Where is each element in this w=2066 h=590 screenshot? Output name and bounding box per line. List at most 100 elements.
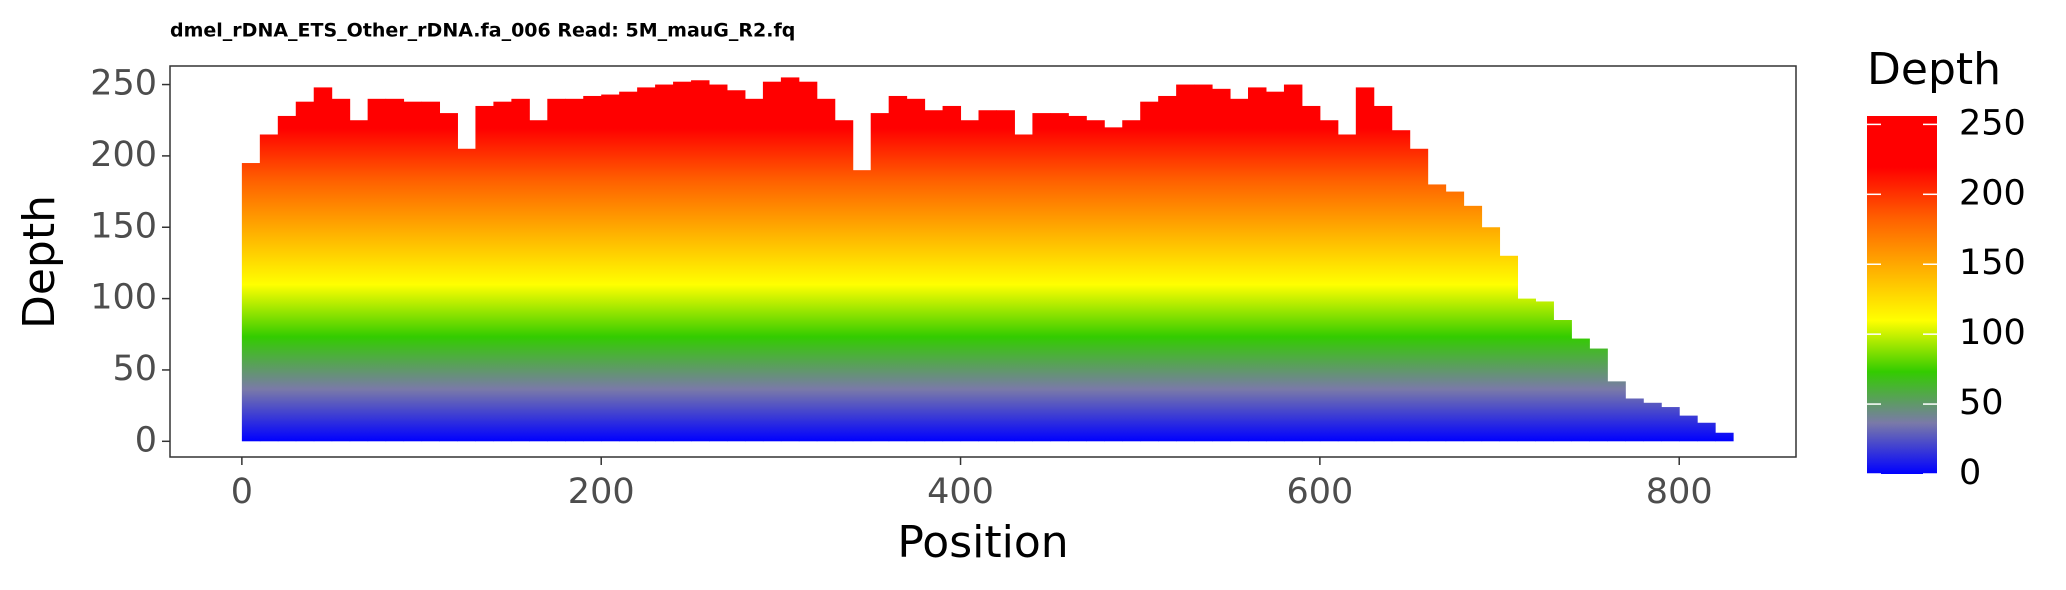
bar [1499,255,1519,442]
bar [1122,120,1141,442]
colorbar-label: 200 [1959,173,2026,213]
y-tick-label: 200 [90,135,157,175]
bar [1553,320,1572,442]
x-axis-title: Position [897,517,1068,568]
bar [816,98,836,442]
bar [1679,415,1698,442]
bar [313,87,333,442]
bar [277,115,297,442]
bar [583,95,602,442]
bar [493,101,512,442]
bar [1481,227,1501,442]
bar [726,90,746,442]
y-tick-label: 150 [90,206,157,246]
bar [295,101,315,442]
bar [1283,84,1303,442]
bar [1337,134,1357,442]
colorbar [1867,116,1937,474]
bar [1517,298,1536,442]
bar [1194,84,1213,442]
bar [1571,338,1590,442]
bar [1104,127,1123,442]
bar [960,120,980,442]
y-tick-label: 0 [135,420,157,460]
bar [762,81,782,442]
bar [655,84,674,442]
colorbar-label: 50 [1959,383,2004,423]
bar [529,120,548,442]
bar [241,163,261,442]
bar [906,98,926,442]
bar [1140,101,1159,442]
bar [978,110,997,442]
colorbar-label: 250 [1959,103,2026,143]
bar [1625,398,1644,442]
bar [1068,115,1087,442]
x-tick-label: 400 [927,472,994,512]
bar [565,98,584,442]
bar [349,120,369,442]
x-tick-label: 800 [1646,472,1713,512]
bar [1697,422,1716,442]
bar [619,91,638,442]
bar [1355,87,1375,442]
bar [1643,402,1662,442]
bar [637,87,656,442]
colorbar-label: 0 [1959,453,1981,493]
bar [511,98,530,442]
bar [1391,130,1411,442]
bar [691,80,710,442]
bar [421,101,441,442]
bar [673,81,692,442]
bar [924,110,944,442]
bar [1319,120,1339,442]
x-tick-label: 0 [231,472,253,512]
bar [403,101,423,442]
bar [1463,205,1483,442]
bar [457,148,476,442]
bar [996,110,1015,442]
bar [1014,134,1033,442]
bar [870,113,890,442]
bar [1032,113,1051,442]
y-tick-label: 50 [112,349,157,389]
bar [331,98,351,442]
bar [1427,184,1447,442]
bar [439,113,458,442]
bar [385,98,405,442]
bar [1373,105,1393,442]
colorbar-label: 100 [1959,313,2026,353]
bar [367,98,387,442]
bar [1409,148,1429,442]
bar [1589,348,1608,442]
bar [888,95,908,442]
bar [1535,301,1554,442]
bar [834,120,854,442]
bar [744,98,764,442]
bar [1086,120,1105,442]
bar [1715,432,1734,442]
bar [1230,98,1249,442]
bar [1301,105,1321,442]
bar [1248,87,1267,442]
plot-border [169,65,1797,458]
bar [1176,84,1195,442]
legend-title: Depth [1867,44,2001,95]
x-tick-label: 200 [568,472,635,512]
bar [798,81,818,442]
bar [1265,91,1285,442]
bar [1050,113,1069,442]
bar [259,134,279,442]
bar [601,94,620,442]
bar [852,170,872,442]
bar [475,105,494,442]
y-tick-label: 100 [90,278,157,318]
bar [1445,191,1465,442]
bar [1158,95,1177,442]
bar [1607,381,1626,442]
y-axis-title: Depth [14,195,65,329]
bar [547,98,566,442]
bar [1661,407,1680,442]
bar [942,105,962,442]
